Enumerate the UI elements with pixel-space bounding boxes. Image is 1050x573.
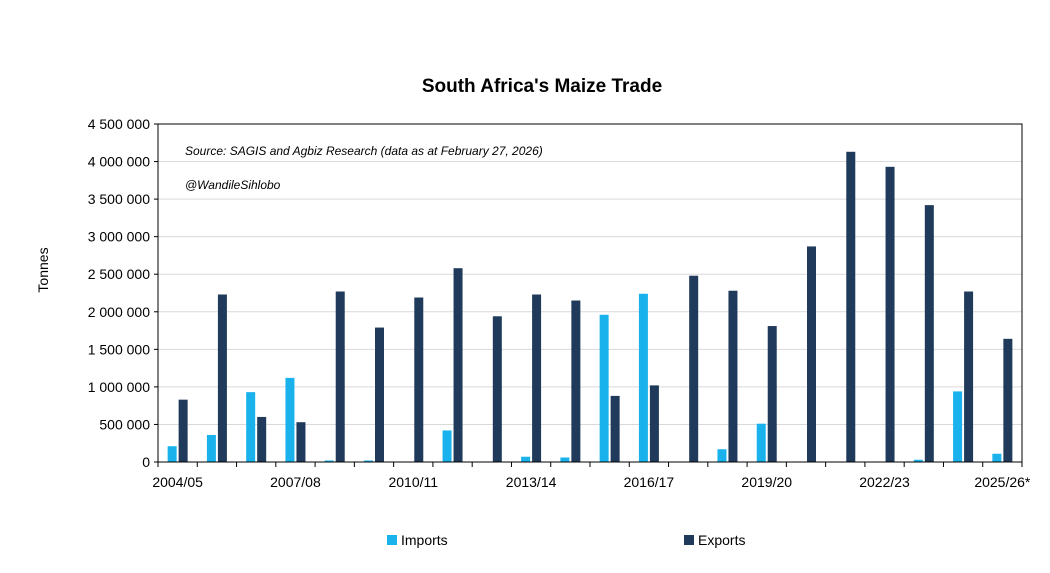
- bar-exports: [924, 205, 934, 462]
- bar-exports: [846, 151, 856, 462]
- bar-exports: [571, 300, 581, 462]
- bar-exports: [414, 297, 424, 462]
- y-tick-label: 4 000 000: [88, 154, 150, 170]
- bar-imports: [913, 459, 923, 462]
- y-axis: 0 500 000 1 000 000 1 500 000 2 000 000 2 500…: [88, 116, 158, 470]
- legend-label-imports: Imports: [401, 532, 448, 548]
- bar-exports: [375, 327, 384, 462]
- x-tick-label: 2016/17: [624, 474, 675, 490]
- x-tick-label: 2013/14: [506, 474, 557, 490]
- bar-imports: [560, 457, 570, 462]
- bar-exports: [964, 291, 974, 462]
- legend-label-exports: Exports: [698, 532, 745, 548]
- chart-title: South Africa's Maize Trade: [422, 76, 662, 97]
- bar-exports: [178, 399, 188, 462]
- x-tick-label: 2004/05: [152, 474, 203, 490]
- x-tick-label: 2022/23: [859, 474, 910, 490]
- bar-imports: [324, 460, 334, 462]
- bar-imports: [756, 423, 766, 462]
- y-tick-label: 500 000: [99, 416, 150, 432]
- bar-imports: [599, 314, 609, 462]
- y-tick-label: 0: [142, 454, 150, 470]
- y-tick-label: 4 500 000: [88, 116, 150, 132]
- legend: Imports Exports: [387, 532, 745, 548]
- bar-imports: [521, 456, 531, 462]
- bar-imports: [206, 434, 216, 462]
- x-tick-label: 2025/26*: [974, 474, 1031, 490]
- x-tick-label: 2019/20: [741, 474, 792, 490]
- bar-exports: [649, 385, 659, 462]
- bar-exports: [532, 294, 542, 462]
- bar-imports: [364, 460, 373, 462]
- x-axis: 2004/05 2007/08 2010/11 2013/14 2016/17 2019/…: [152, 462, 1031, 490]
- y-tick-label: 3 000 000: [88, 229, 150, 245]
- bar-exports: [728, 290, 738, 462]
- bar-exports: [335, 291, 345, 462]
- y-tick-label: 3 500 000: [88, 191, 150, 207]
- bar-imports: [442, 430, 452, 462]
- y-axis-title: Tonnes: [35, 247, 51, 292]
- legend-swatch-exports: [684, 535, 694, 545]
- y-tick-label: 1 000 000: [88, 379, 150, 395]
- bar-exports: [453, 268, 463, 462]
- bars: [167, 151, 1013, 462]
- legend-swatch-imports: [387, 535, 397, 545]
- bar-imports: [285, 377, 295, 462]
- y-tick-label: 1 500 000: [88, 341, 150, 357]
- bar-imports: [638, 293, 648, 462]
- y-tick-label: 2 500 000: [88, 266, 150, 282]
- bar-exports: [767, 326, 777, 462]
- x-tick-label: 2007/08: [270, 474, 321, 490]
- bar-exports: [492, 316, 502, 462]
- source-annotation: Source: SAGIS and Agbiz Research (data a…: [185, 144, 543, 158]
- author-handle-annotation: @WandileSihlobo: [185, 178, 281, 192]
- bar-exports: [689, 275, 699, 462]
- bar-exports: [296, 422, 306, 462]
- gridlines: [158, 161, 1022, 425]
- bar-exports: [1003, 338, 1013, 462]
- x-tick-label: 2010/11: [388, 474, 438, 490]
- bar-exports: [257, 416, 267, 462]
- bar-imports: [246, 392, 256, 462]
- bar-exports: [885, 166, 895, 462]
- bar-imports: [167, 446, 177, 462]
- bar-imports: [717, 449, 727, 462]
- bar-exports: [217, 294, 227, 462]
- bar-exports: [610, 395, 620, 462]
- bar-imports: [992, 453, 1002, 462]
- y-tick-label: 2 000 000: [88, 304, 150, 320]
- bar-exports: [807, 246, 816, 462]
- bar-imports: [953, 391, 963, 462]
